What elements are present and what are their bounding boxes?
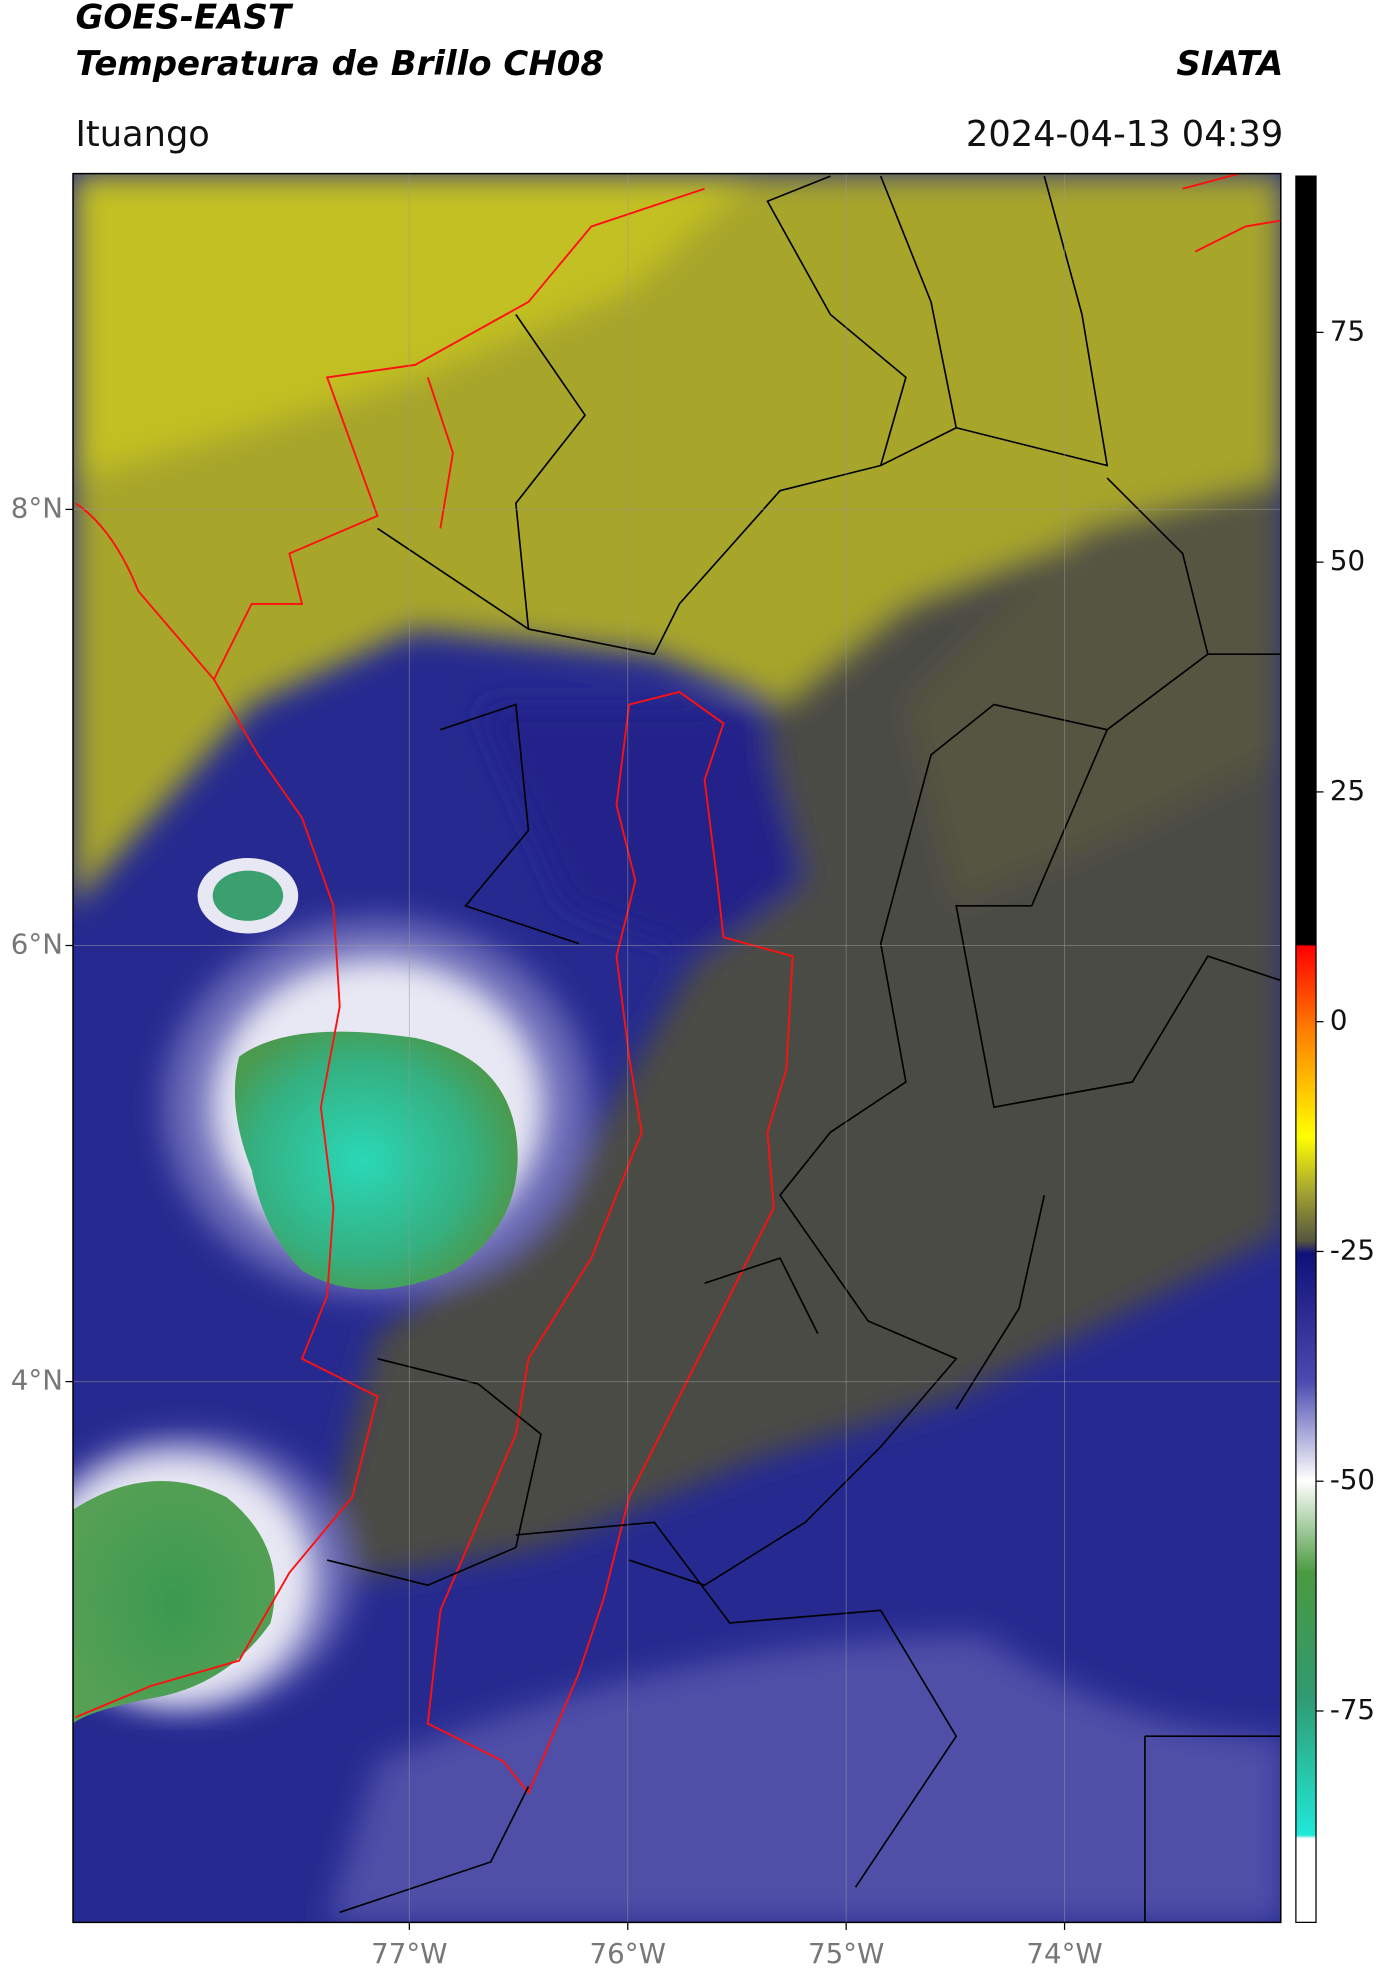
colorbar-tick-label: 50 bbox=[1330, 544, 1365, 577]
y-tick-label: 4°N bbox=[11, 1364, 63, 1397]
colorbar-tick-label: -50 bbox=[1330, 1463, 1375, 1496]
colorbar-tick-label: 75 bbox=[1330, 314, 1365, 347]
colorbar bbox=[1295, 175, 1317, 1924]
subtitle: Temperatura de Brillo CH08 bbox=[76, 44, 604, 84]
location: Ituango bbox=[76, 114, 210, 155]
colorbar-tick-label: -75 bbox=[1330, 1693, 1375, 1726]
x-tick-label: 74°W bbox=[1026, 1937, 1102, 1970]
colorbar-tick-label: 25 bbox=[1330, 774, 1365, 807]
map-frame bbox=[72, 172, 1282, 1924]
y-tick-label: 6°N bbox=[11, 928, 63, 961]
x-tick-label: 75°W bbox=[808, 1937, 884, 1970]
colorbar-tick-label: -25 bbox=[1330, 1233, 1375, 1266]
datetime: 2024-04-13 04:39 bbox=[966, 114, 1283, 155]
y-tick-label: 8°N bbox=[11, 491, 63, 524]
source: SIATA bbox=[1176, 44, 1283, 84]
colorbar-tick-label: 0 bbox=[1330, 1004, 1348, 1037]
map-imagery bbox=[73, 173, 1281, 1923]
x-tick-label: 76°W bbox=[590, 1937, 666, 1970]
x-tick-label: 77°W bbox=[371, 1937, 447, 1970]
title: GOES-EAST bbox=[76, 0, 294, 37]
